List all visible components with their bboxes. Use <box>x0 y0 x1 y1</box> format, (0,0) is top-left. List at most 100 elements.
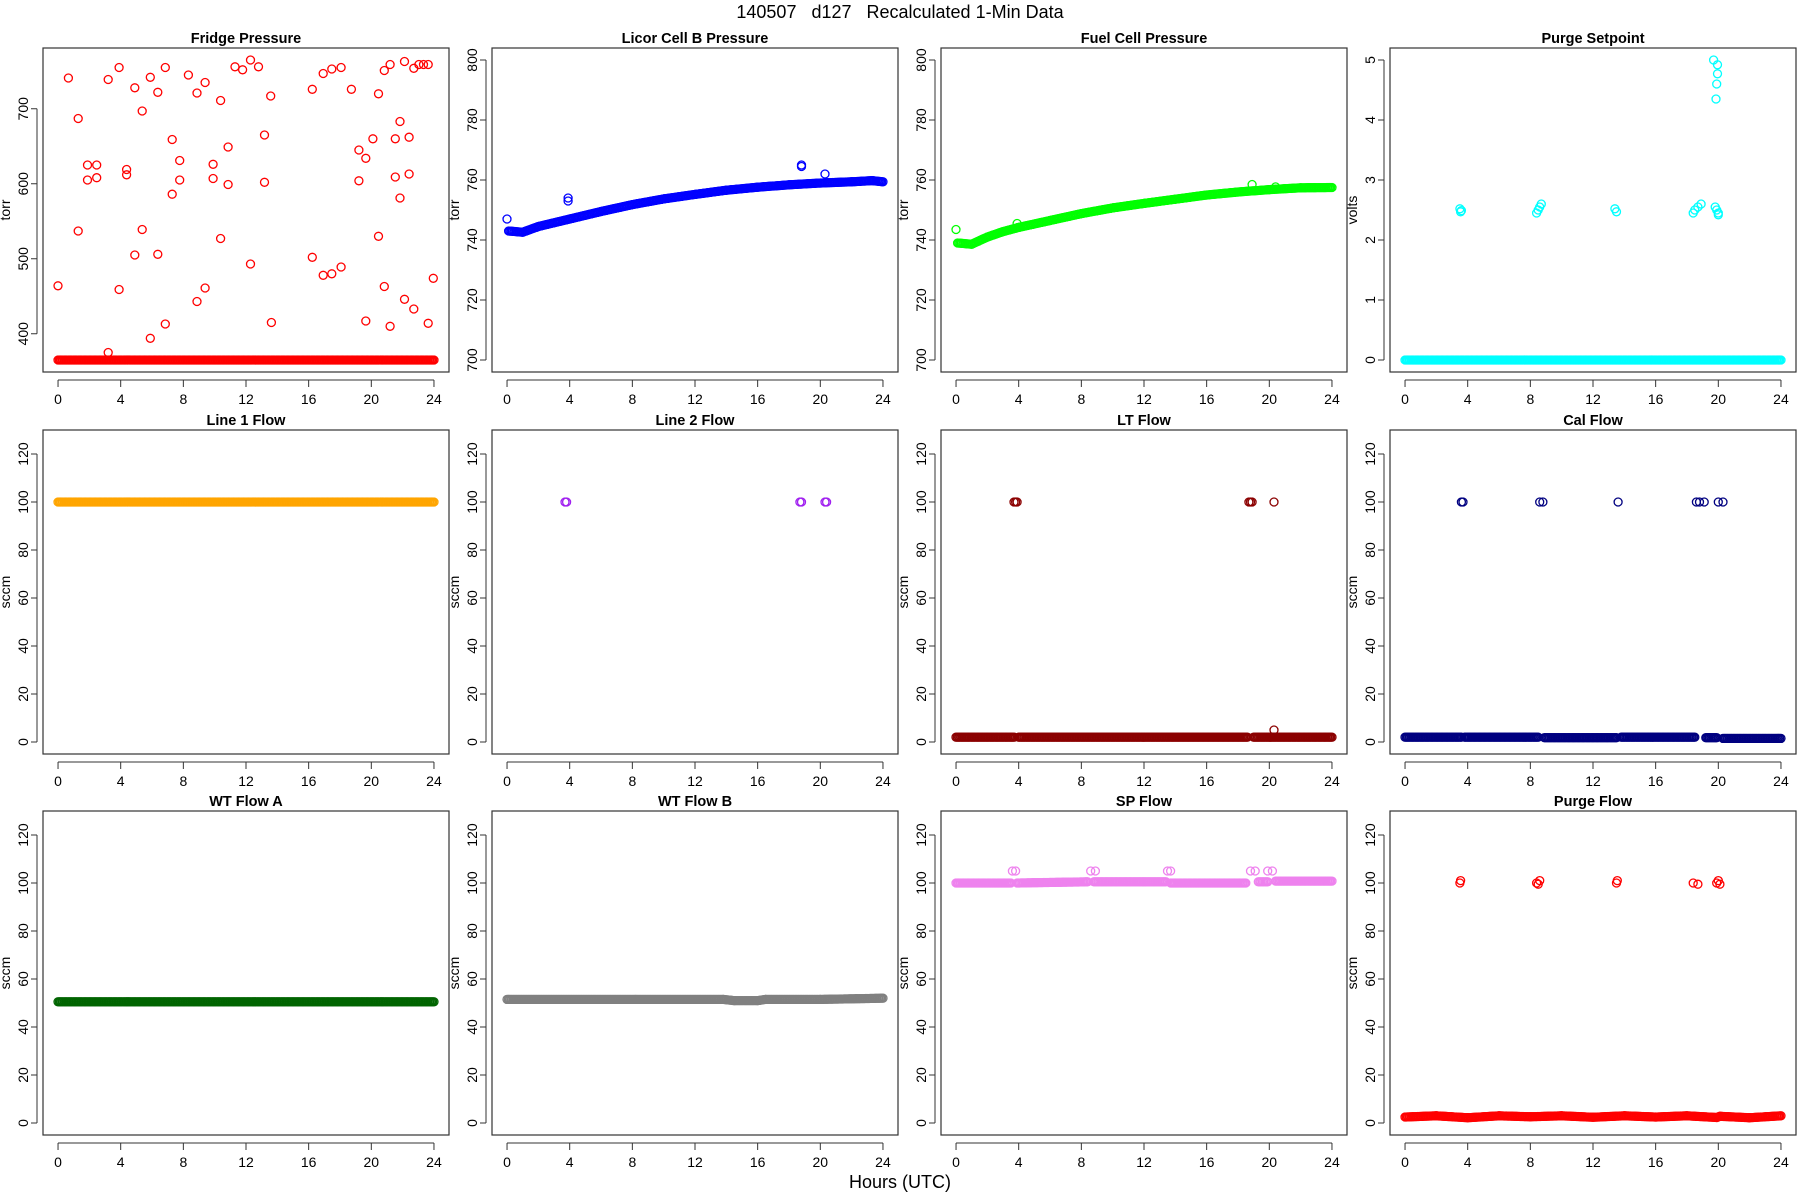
data-point <box>1712 79 1722 89</box>
x-tick-label: 24 <box>875 1154 891 1170</box>
panel-fridge-pressure: Fridge Pressure 0 4 8 12 16 20 24 400 500 600 700 to… <box>0 31 450 407</box>
x-tick-label: 24 <box>1773 773 1789 789</box>
x-tick-label: 24 <box>1773 391 1789 407</box>
data-point <box>92 173 102 183</box>
data-point <box>1247 497 1257 507</box>
data-point <box>409 304 419 314</box>
data-point <box>1010 866 1021 876</box>
data-point <box>183 70 194 80</box>
x-tick-label: 16 <box>750 1154 766 1170</box>
data-point <box>200 283 210 293</box>
data-point <box>1456 205 1467 216</box>
x-tick-label: 4 <box>117 773 125 789</box>
x-tick-label: 20 <box>1711 391 1727 407</box>
y-axis-label: torr <box>0 199 13 220</box>
data-point <box>878 177 888 187</box>
data-point <box>266 317 277 328</box>
panel-title: Line 1 Flow <box>207 413 287 429</box>
y-tick-label: 40 <box>15 1019 31 1035</box>
data-point <box>361 316 371 326</box>
x-tick-label: 0 <box>54 391 62 407</box>
x-tick-label: 20 <box>1262 773 1278 789</box>
data-point <box>245 55 256 65</box>
y-tick-label: 0 <box>15 1119 31 1127</box>
data-point <box>373 231 384 241</box>
data-point <box>1613 497 1623 507</box>
data-point <box>215 233 226 244</box>
data-point <box>259 177 270 187</box>
y-tick-label: 0 <box>1362 1119 1378 1127</box>
y-tick-label: 80 <box>15 923 31 939</box>
data-series <box>53 497 439 507</box>
y-tick-label: 40 <box>913 1019 929 1035</box>
data-point <box>354 176 364 186</box>
x-tick-label: 20 <box>1711 773 1727 789</box>
data-point <box>1776 355 1786 365</box>
data-point <box>266 91 276 101</box>
data-point <box>1327 732 1337 742</box>
y-tick-label: 5 <box>1362 56 1378 64</box>
y-tick-label: 100 <box>913 871 929 895</box>
data-point <box>1776 733 1786 744</box>
y-tick-label: 60 <box>464 971 480 987</box>
data-point <box>53 281 63 291</box>
data-point <box>399 56 410 67</box>
data-series <box>1400 875 1786 1123</box>
data-point <box>1241 878 1251 888</box>
data-point <box>153 87 163 97</box>
y-axis-label: sccm <box>446 957 462 990</box>
data-point <box>114 62 124 73</box>
y-tick-label: 600 <box>15 172 31 196</box>
data-point <box>502 214 512 224</box>
x-tick-label: 8 <box>1077 391 1085 407</box>
x-tick-label: 8 <box>1526 1154 1534 1170</box>
data-point <box>1086 866 1096 876</box>
y-tick-label: 780 <box>464 108 480 132</box>
data-point <box>429 997 439 1007</box>
x-tick-label: 12 <box>1585 773 1601 789</box>
x-tick-label: 12 <box>1585 1154 1601 1170</box>
y-tick-label: 60 <box>15 971 31 987</box>
data-point <box>1718 497 1728 507</box>
x-tick-label: 0 <box>952 773 960 789</box>
plot-box <box>940 429 1348 755</box>
plot-box <box>42 810 450 1136</box>
y-axis-label: sccm <box>895 576 911 609</box>
y-tick-label: 40 <box>464 1019 480 1035</box>
y-tick-label: 20 <box>464 686 480 702</box>
data-point <box>423 59 433 70</box>
panel-title: Purge Flow <box>1554 794 1633 810</box>
y-tick-label: 120 <box>1362 823 1378 847</box>
data-point <box>175 175 185 185</box>
data-series <box>502 993 888 1006</box>
data-point <box>385 321 395 331</box>
panel-title: Fuel Cell Pressure <box>1081 31 1208 47</box>
data-point <box>418 59 429 70</box>
data-point <box>423 318 433 328</box>
y-tick-label: 40 <box>913 638 929 654</box>
data-point <box>561 497 572 507</box>
data-series <box>560 497 832 507</box>
panel-title: WT Flow A <box>209 794 283 810</box>
data-point <box>1712 69 1723 79</box>
x-tick-label: 16 <box>750 773 766 789</box>
y-tick-label: 120 <box>464 442 480 466</box>
y-tick-label: 720 <box>913 288 929 312</box>
x-tick-label: 24 <box>426 773 442 789</box>
data-series <box>951 866 1337 888</box>
data-point <box>130 250 140 260</box>
y-tick-label: 40 <box>464 638 480 654</box>
data-point <box>1455 207 1466 217</box>
data-point <box>1247 179 1257 190</box>
x-tick-label: 24 <box>426 1154 442 1170</box>
x-tick-label: 4 <box>1015 773 1023 789</box>
data-point <box>145 72 155 82</box>
x-tick-label: 24 <box>1324 773 1340 789</box>
y-tick-label: 120 <box>15 442 31 466</box>
x-tick-label: 4 <box>1464 1154 1472 1170</box>
data-point <box>1007 866 1018 876</box>
data-point <box>130 83 140 93</box>
data-point <box>192 88 202 98</box>
